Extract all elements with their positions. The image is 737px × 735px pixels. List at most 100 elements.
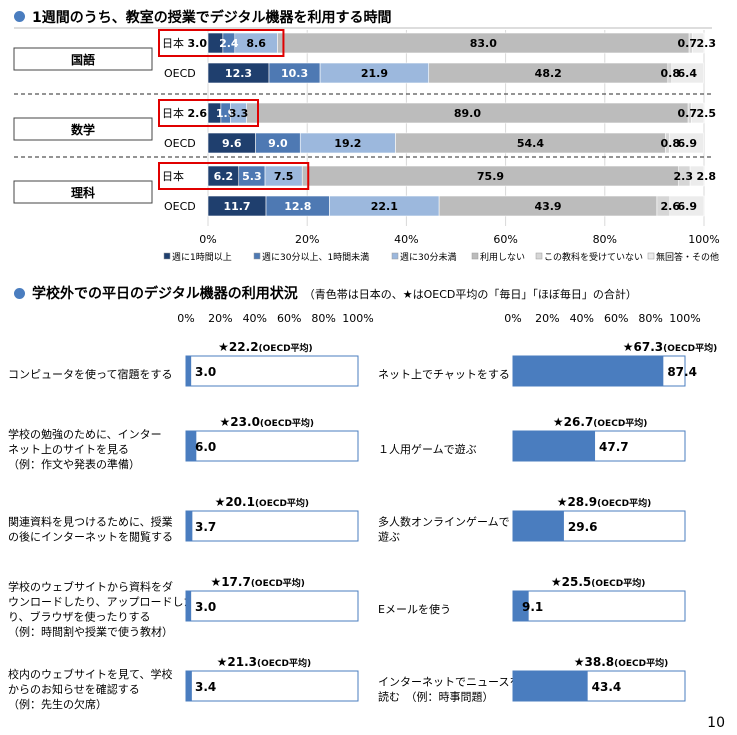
oecd-marker: ★21.3(OECD平均) <box>217 655 311 669</box>
section2-title: 学校外での平日のデジタル機器の利用状況 （青色帯は日本の、★はOECD平均の「毎日… <box>32 283 637 303</box>
data-label: 7.5 <box>274 170 294 183</box>
legend-label: 利用しない <box>480 251 525 263</box>
item-label: Eメールを使う <box>378 603 451 616</box>
section2-title-text: 学校外での平日のデジタル機器の利用状況 <box>32 286 298 302</box>
x-tick-label: 40% <box>394 233 418 246</box>
legend-swatch <box>163 252 171 260</box>
data-label: 2.6 <box>188 107 208 120</box>
section1-title: 1週間のうち、教室の授業でデジタル機器を利用する時間 <box>32 10 392 26</box>
item-label: コンピュータを使って宿題をする <box>8 367 172 381</box>
data-label: 19.2 <box>334 137 361 150</box>
bar-frame <box>185 355 359 387</box>
row-label: 日本 <box>162 36 184 50</box>
row-label: OECD <box>164 67 196 80</box>
data-label: 2.5 <box>697 107 717 120</box>
bar-frame <box>185 670 359 702</box>
row-label: OECD <box>164 200 196 213</box>
japan-bar <box>513 431 596 461</box>
oecd-marker: ★17.7(OECD平均) <box>210 575 304 589</box>
x-tick-label: 60% <box>277 312 301 325</box>
japan-value: 43.4 <box>592 680 622 694</box>
legend-swatch <box>253 252 261 260</box>
x-tick-label: 0% <box>177 312 194 325</box>
data-label: 75.9 <box>477 170 504 183</box>
data-label: 0.7 <box>678 107 698 120</box>
oecd-marker: ★23.0(OECD平均) <box>220 415 314 429</box>
japan-highlight-box <box>158 99 259 127</box>
japan-bar <box>513 511 564 541</box>
oecd-marker: ★20.1(OECD平均) <box>215 495 309 509</box>
data-label: 22.1 <box>371 200 398 213</box>
japan-bar <box>186 671 192 701</box>
bar-segment <box>689 165 705 187</box>
x-tick-label: 60% <box>493 233 517 246</box>
item-label: インターネットでニュースを <box>378 676 520 689</box>
subject-label: 国語 <box>71 52 95 67</box>
data-label: 6.4 <box>678 67 698 80</box>
page-number: 10 <box>707 715 725 731</box>
oecd-marker: ★67.3(OECD平均) <box>623 340 717 354</box>
japan-bar <box>186 591 192 621</box>
japan-value: 29.6 <box>568 520 598 534</box>
bar-frame <box>185 430 359 462</box>
data-label: 1.9 <box>216 107 236 120</box>
item-label: 関連資料を見つけるために、授業 <box>8 515 173 529</box>
item-label: 遊ぶ <box>378 530 400 544</box>
x-tick-label: 100% <box>688 233 719 246</box>
x-tick-label: 20% <box>208 312 232 325</box>
subject-box <box>13 117 153 141</box>
data-label: 3.0 <box>188 37 208 50</box>
bar-segment <box>692 32 705 54</box>
japan-highlight-box <box>158 29 285 57</box>
item-label: の後にインターネットを閲覧する <box>8 530 173 544</box>
x-tick-label: 40% <box>570 312 594 325</box>
data-label: 10.3 <box>281 67 308 80</box>
data-label: 3.3 <box>229 107 249 120</box>
subject-box <box>13 47 153 71</box>
data-label: 2.6 <box>661 200 681 213</box>
japan-value: 3.4 <box>195 680 216 694</box>
item-label: ネット上でチャットをする <box>378 368 510 381</box>
item-label: 学校の勉強のために、インター <box>8 427 162 441</box>
item-label: ウンロードしたり、アップロードした <box>8 596 195 609</box>
bar-segment <box>668 132 704 154</box>
legend-label: この教科を受けていない <box>544 251 643 263</box>
data-label: 6.2 <box>214 170 234 183</box>
data-label: 54.4 <box>517 137 544 150</box>
item-label: 校内のウェブサイトを見て、学校 <box>8 667 172 681</box>
oecd-marker: ★22.2(OECD平均) <box>218 340 312 354</box>
data-label: 9.6 <box>222 137 242 150</box>
row-label: 日本 <box>162 169 184 183</box>
bar-frame <box>185 510 359 542</box>
japan-value: 3.0 <box>195 365 216 379</box>
data-label: 89.0 <box>454 107 481 120</box>
data-label: 0.8 <box>661 67 681 80</box>
japan-highlight-box <box>158 162 310 190</box>
row-label: 日本 <box>162 106 184 120</box>
japan-bar <box>186 511 193 541</box>
data-label: 0.7 <box>678 37 698 50</box>
bar-segment <box>671 62 704 84</box>
subject-label: 理科 <box>71 185 95 200</box>
item-label: 多人数オンラインゲームで <box>378 515 510 529</box>
data-label: 2.3 <box>697 37 717 50</box>
oecd-marker: ★28.9(OECD平均) <box>557 495 651 509</box>
data-label: 12.8 <box>284 200 311 213</box>
outside-school-leisure-chart: 0% 20% 40% 60% 80% 100% ネット上でチャットをする 87.4 ★67.3(… <box>378 312 717 704</box>
x-tick-label: 80% <box>593 233 617 246</box>
data-label: 2.4 <box>219 37 239 50</box>
data-label: 6.9 <box>678 137 698 150</box>
x-tick-label: 80% <box>311 312 335 325</box>
data-label: 0.8 <box>661 137 681 150</box>
data-label: 6.9 <box>678 200 698 213</box>
data-label: 48.2 <box>535 67 562 80</box>
japan-value: 87.4 <box>667 365 697 379</box>
section2-bullet <box>14 288 25 299</box>
data-label: 2.8 <box>697 170 717 183</box>
outside-school-study-chart: 0% 20% 40% 60% 80% 100%コンピュータを使って宿題をする 3.0★22.… <box>8 312 374 711</box>
x-tick-label: 0% <box>504 312 521 325</box>
legend-swatch <box>535 252 543 260</box>
japan-bar <box>186 431 197 461</box>
x-tick-label: 60% <box>604 312 628 325</box>
